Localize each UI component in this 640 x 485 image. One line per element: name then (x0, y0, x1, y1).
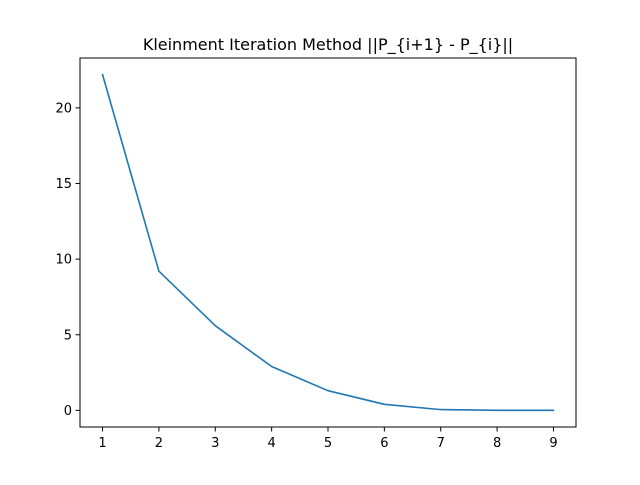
y-tick-label: 5 (64, 328, 72, 343)
x-tick-label: 7 (437, 436, 445, 451)
y-tick-label: 10 (55, 253, 72, 268)
y-tick-label: 0 (64, 404, 72, 419)
x-tick-label: 5 (324, 436, 332, 451)
y-tick-label: 15 (55, 177, 72, 192)
x-tick-label: 3 (211, 436, 219, 451)
plot-area: 1 2 3 4 5 6 7 8 9 0 5 10 15 20 (55, 57, 577, 451)
x-tick-label: 1 (98, 436, 106, 451)
chart-title: Kleinment Iteration Method ||P_{i+1} - P… (143, 35, 513, 55)
series-line (101, 73, 555, 412)
x-tick-label: 8 (493, 436, 501, 451)
x-tick-label: 2 (155, 436, 163, 451)
axes-frame (79, 57, 577, 428)
x-tick-label: 6 (380, 436, 388, 451)
x-tick-label: 9 (549, 436, 557, 451)
y-tick-label: 20 (55, 101, 72, 116)
x-tick-label: 4 (267, 436, 275, 451)
